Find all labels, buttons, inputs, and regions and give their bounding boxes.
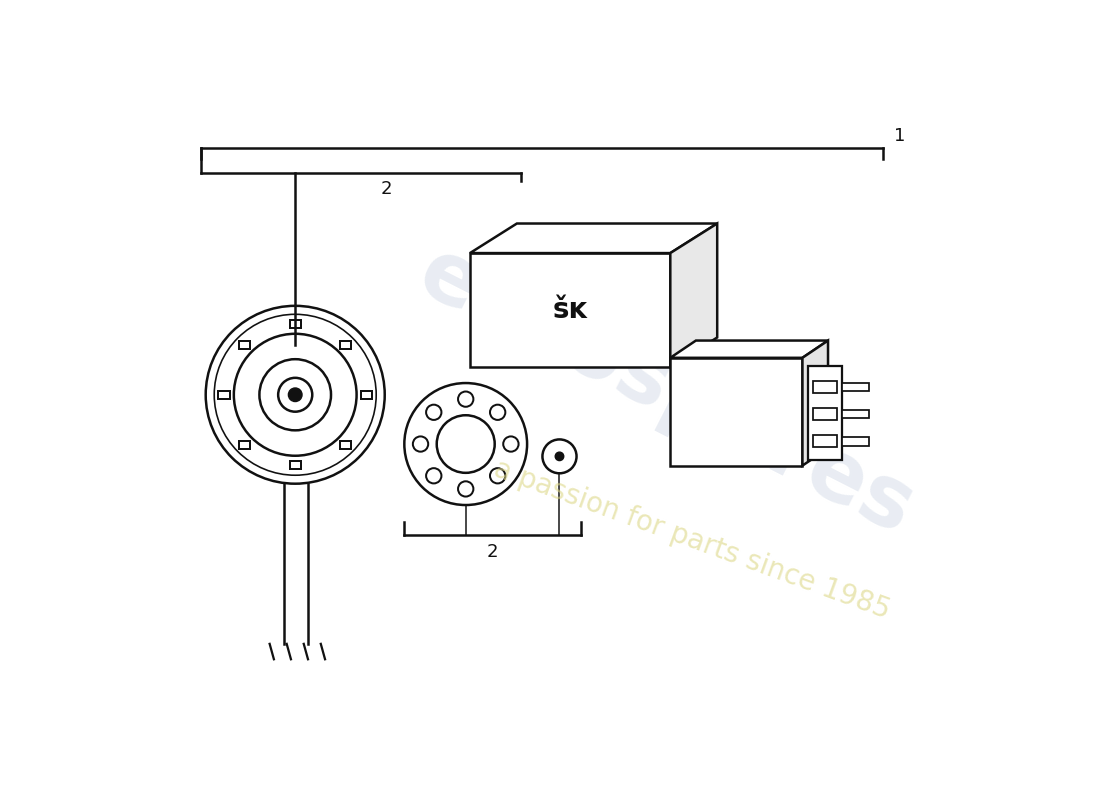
- Bar: [842, 437, 869, 446]
- Circle shape: [556, 452, 563, 461]
- Bar: [289, 462, 300, 470]
- Bar: [807, 366, 842, 461]
- Bar: [813, 408, 837, 420]
- Polygon shape: [670, 341, 828, 358]
- Circle shape: [288, 388, 302, 402]
- Polygon shape: [670, 223, 717, 367]
- Bar: [289, 320, 300, 328]
- Bar: [842, 410, 869, 418]
- Bar: [240, 441, 251, 449]
- Bar: [842, 382, 869, 391]
- Bar: [813, 435, 837, 447]
- Text: 2: 2: [487, 543, 498, 562]
- Text: a passion for parts since 1985: a passion for parts since 1985: [490, 454, 893, 625]
- Bar: [240, 341, 251, 349]
- Polygon shape: [802, 341, 828, 466]
- Text: 2: 2: [381, 180, 393, 198]
- Bar: [361, 390, 372, 398]
- Bar: [670, 358, 803, 466]
- Bar: [813, 381, 837, 393]
- Bar: [340, 441, 351, 449]
- Text: 1: 1: [893, 127, 905, 146]
- Text: eurospares: eurospares: [405, 231, 927, 552]
- Text: šĸ: šĸ: [552, 296, 587, 324]
- Bar: [219, 390, 230, 398]
- Bar: [470, 253, 670, 367]
- Bar: [340, 341, 351, 349]
- Polygon shape: [470, 223, 717, 253]
